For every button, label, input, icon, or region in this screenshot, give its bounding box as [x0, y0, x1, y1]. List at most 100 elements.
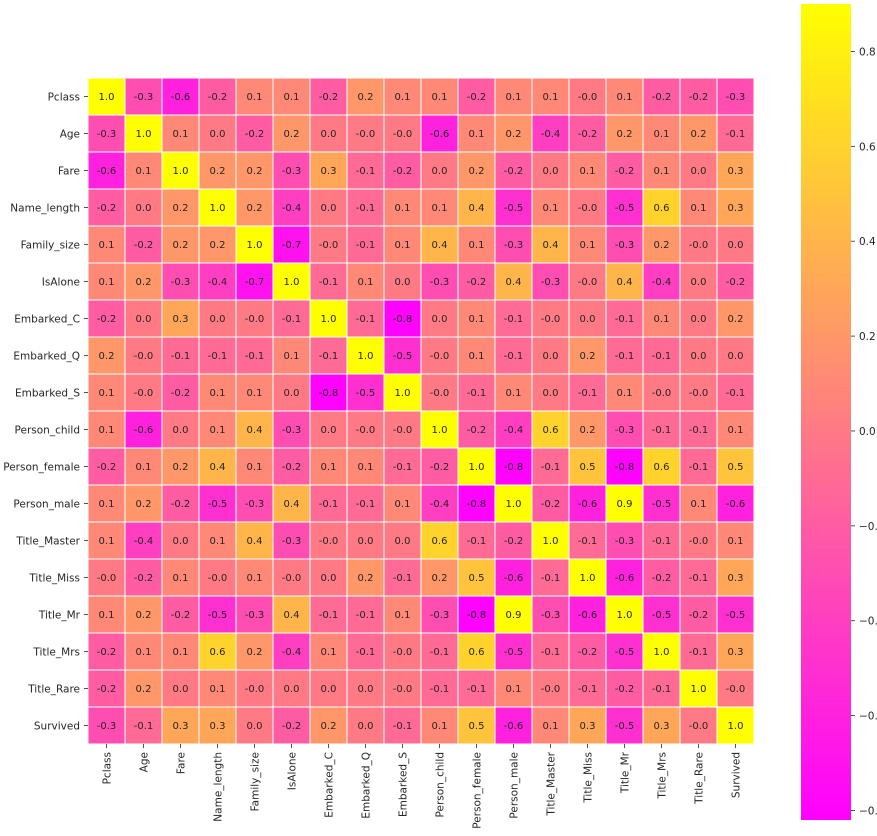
- cell-value-label: 0.1: [247, 92, 263, 103]
- cell-value-label: -0.3: [541, 610, 561, 621]
- cell-value-label: -0.2: [578, 647, 598, 658]
- cell-value-label: -0.1: [467, 536, 487, 547]
- heatmap-cell: [568, 151, 607, 190]
- cell-value-label: 0.1: [247, 388, 263, 399]
- cell-value-label: 0.2: [136, 684, 152, 695]
- cell-value-label: -0.2: [97, 462, 117, 473]
- cell-value-label: 0.1: [136, 462, 152, 473]
- heatmap-cell: [420, 299, 459, 338]
- cell-value-label: 1.0: [432, 425, 448, 436]
- cell-value-label: 0.0: [691, 314, 707, 325]
- heatmap-cell: [642, 447, 681, 486]
- heatmap-cell: [531, 336, 570, 375]
- cell-value-label: 0.3: [728, 166, 744, 177]
- cell-value-label: 0.1: [136, 166, 152, 177]
- cell-value-label: -0.0: [356, 425, 376, 436]
- cell-value-label: -0.0: [208, 573, 228, 584]
- cell-value-label: 0.2: [247, 166, 263, 177]
- y-tick-label: Embarked_Q: [13, 351, 80, 363]
- colorbar-ticks: 0.8 0.6 0.4 0.2 0.0 −0.2 −0.4 −0.6 −0.8: [851, 46, 877, 818]
- cell-value-label: 0.2: [358, 573, 374, 584]
- cell-value-label: 0.1: [247, 573, 263, 584]
- cell-value-label: 0.1: [210, 425, 226, 436]
- heatmap-cell: [383, 706, 422, 745]
- cell-value-label: -0.1: [504, 314, 524, 325]
- cell-value-label: -0.1: [134, 721, 154, 732]
- heatmap-cell: [124, 558, 163, 597]
- cell-value-label: 0.2: [99, 351, 115, 362]
- colorbar-tick-label: 0.8: [859, 46, 876, 58]
- cell-value-label: -0.4: [652, 277, 672, 288]
- cell-value-label: -0.1: [578, 388, 598, 399]
- x-tick-label: Survived: [731, 752, 743, 798]
- heatmap-cell: [198, 410, 237, 449]
- heatmap-cell: [531, 484, 570, 523]
- cell-value-label: -0.3: [430, 277, 450, 288]
- y-tick-label: Title_Mrs: [32, 647, 80, 659]
- cell-value-label: 0.5: [728, 462, 744, 473]
- heatmap-cell: [161, 114, 200, 153]
- y-tick-label: Person_male: [13, 499, 80, 511]
- cell-value-label: 0.0: [210, 129, 226, 140]
- cell-value-label: 0.1: [284, 92, 300, 103]
- cell-value-label: -0.6: [578, 499, 598, 510]
- heatmap-cell: [87, 188, 126, 227]
- cell-value-label: -0.6: [171, 92, 191, 103]
- cell-value-label: 0.2: [136, 610, 152, 621]
- cell-value-label: -0.3: [504, 240, 524, 251]
- cell-value-label: -0.1: [578, 536, 598, 547]
- heatmap-cell: [716, 484, 755, 523]
- cell-value-label: 0.1: [99, 277, 115, 288]
- cell-value-label: -0.8: [319, 388, 339, 399]
- cell-value-label: -0.1: [282, 314, 302, 325]
- heatmap-cell: [420, 521, 459, 560]
- heatmap-cell: [531, 151, 570, 190]
- cell-value-label: -0.4: [504, 425, 524, 436]
- heatmap-cell: [87, 151, 126, 190]
- cell-value-label: -0.2: [652, 573, 672, 584]
- cell-value-label: 0.1: [99, 240, 115, 251]
- cell-value-label: 0.2: [432, 573, 448, 584]
- heatmap-cell: [716, 188, 755, 227]
- heatmap-cell: [494, 632, 533, 671]
- heatmap-cell: [309, 373, 348, 412]
- cell-value-label: 0.1: [728, 536, 744, 547]
- cell-value-label: -0.1: [430, 647, 450, 658]
- cell-value-label: -0.1: [504, 351, 524, 362]
- cell-value-label: 0.3: [173, 314, 189, 325]
- cell-value-label: -0.8: [615, 462, 635, 473]
- cell-value-label: -0.1: [356, 166, 376, 177]
- heatmap-cell: [531, 595, 570, 634]
- heatmap-cell: [346, 299, 385, 338]
- cell-value-label: -0.2: [134, 573, 154, 584]
- cell-value-label: 0.1: [99, 388, 115, 399]
- cell-value-label: -0.1: [356, 240, 376, 251]
- heatmap-cell: [198, 114, 237, 153]
- heatmap-cell: [679, 447, 718, 486]
- cell-value-label: 0.0: [543, 351, 559, 362]
- cell-value-label: 0.4: [210, 462, 226, 473]
- cell-value-label: -0.1: [171, 351, 191, 362]
- cell-value-label: 0.0: [136, 203, 152, 214]
- heatmap-cell: [642, 373, 681, 412]
- cell-value-label: 0.1: [506, 92, 522, 103]
- cell-value-label: 0.2: [358, 92, 374, 103]
- cell-value-label: 0.2: [210, 166, 226, 177]
- heatmap-cell: [457, 669, 496, 708]
- cell-value-label: 0.2: [580, 351, 596, 362]
- cell-value-label: -0.1: [615, 314, 635, 325]
- cell-value-label: -0.2: [134, 240, 154, 251]
- heatmap-cell: [383, 262, 422, 301]
- cell-value-label: -0.1: [652, 425, 672, 436]
- heatmap-cell: [457, 299, 496, 338]
- cell-value-label: 0.1: [395, 92, 411, 103]
- cell-value-label: -0.1: [356, 314, 376, 325]
- heatmap-cell: [494, 262, 533, 301]
- heatmap-cell: [124, 225, 163, 264]
- cell-value-label: 0.1: [99, 536, 115, 547]
- heatmap-cell: [568, 77, 607, 116]
- heatmap-cell: [309, 447, 348, 486]
- cell-value-label: -0.1: [541, 462, 561, 473]
- heatmap-cell: [716, 558, 755, 597]
- cell-value-label: -0.2: [615, 166, 635, 177]
